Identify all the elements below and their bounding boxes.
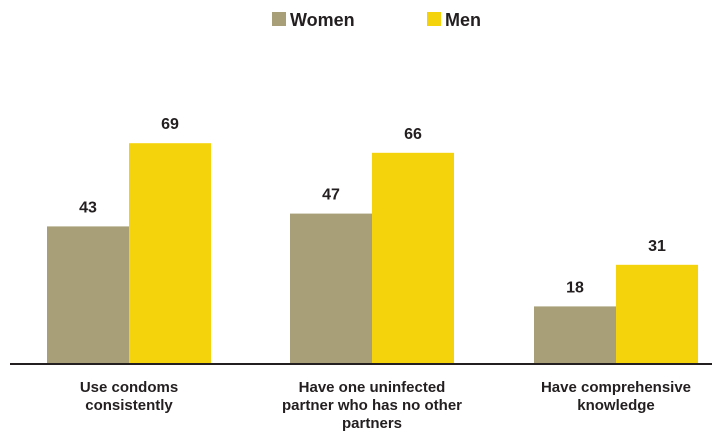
category-label-2: Have comprehensive knowledge: [541, 379, 691, 414]
category-label-line: Have comprehensive: [541, 379, 691, 396]
data-label-women-1: 47: [322, 187, 340, 204]
legend-swatch-0: [272, 12, 286, 26]
legend: Women Men: [272, 10, 481, 30]
legend-label-0: Women: [290, 10, 355, 30]
bar-women-2: [534, 306, 616, 364]
bar-men-0: [129, 143, 211, 364]
category-label-line: partners: [342, 415, 402, 432]
data-label-men-2: 31: [648, 238, 666, 255]
legend-swatch-1: [427, 12, 441, 26]
data-label-men-0: 69: [161, 116, 179, 133]
bar-women-1: [290, 213, 372, 364]
bar-men-1: [372, 152, 454, 364]
bar-men-2: [616, 264, 698, 364]
category-label-1: Have one uninfected partner who has no ot…: [282, 379, 462, 432]
category-label-line: Have one uninfected: [299, 379, 446, 396]
category-labels-group: Use condoms consistently Have one uninfect…: [80, 379, 691, 432]
bars-group: [47, 143, 698, 364]
bar-women-0: [47, 226, 129, 364]
data-label-women-2: 18: [566, 279, 584, 296]
category-label-line: Use condoms: [80, 379, 178, 396]
category-label-line: consistently: [85, 397, 173, 414]
category-label-0: Use condoms consistently: [80, 379, 178, 414]
category-label-line: partner who has no other: [282, 397, 462, 414]
data-label-men-1: 66: [404, 126, 422, 143]
legend-label-1: Men: [445, 10, 481, 30]
category-label-line: knowledge: [577, 397, 655, 414]
data-labels-group: 43 69 47 66 18 31: [79, 116, 666, 296]
data-label-women-0: 43: [79, 199, 97, 216]
